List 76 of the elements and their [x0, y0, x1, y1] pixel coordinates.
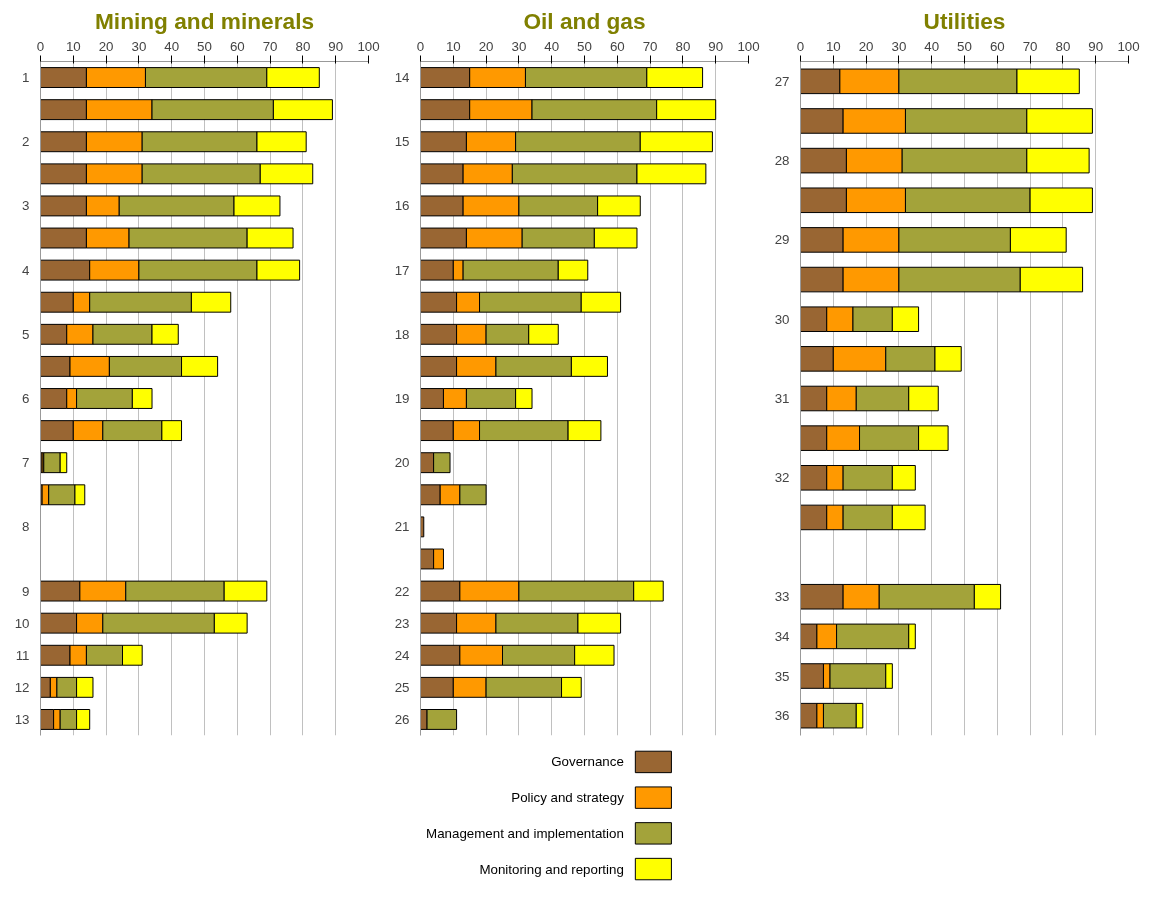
x-tick-label: 90	[708, 38, 724, 54]
x-tick-label: 20	[478, 38, 494, 54]
y-tick-label: 24	[394, 647, 411, 663]
x-tick-label: 50	[577, 38, 592, 54]
y-tick-label: 10	[14, 615, 30, 631]
x-tick-label: 60	[609, 38, 625, 54]
y-tick-label: 9	[22, 583, 30, 599]
y-tick-label: 33	[774, 589, 790, 605]
y-tick-label: 36	[774, 708, 790, 724]
y-tick-label: 16	[394, 198, 410, 214]
y-tick-label: 32	[774, 470, 790, 486]
y-tick-label: 17	[394, 262, 410, 278]
legend-label: Management and implementation	[426, 825, 624, 841]
y-tick-label: 26	[394, 711, 410, 727]
x-tick-label: 30	[891, 38, 907, 54]
x-tick-label: 30	[131, 38, 147, 54]
y-tick-label: 20	[394, 455, 410, 471]
x-tick-label: 50	[957, 38, 972, 54]
y-tick-label: 1	[22, 70, 30, 86]
y-tick-label: 22	[394, 583, 410, 599]
x-tick-label: 40	[544, 38, 560, 54]
legend-label: Monitoring and reporting	[479, 861, 624, 877]
x-tick-label: 20	[98, 38, 114, 54]
x-tick-label: 20	[858, 38, 874, 54]
x-tick-label: 80	[295, 38, 311, 54]
y-tick-label: 31	[774, 391, 790, 406]
x-tick-label: 80	[1055, 38, 1071, 54]
x-tick-label: 40	[924, 38, 940, 54]
y-tick-label: 3	[22, 198, 30, 214]
y-tick-label: 2	[22, 134, 30, 150]
x-tick-label: 70	[1022, 38, 1038, 54]
x-tick-label: 0	[416, 38, 425, 54]
x-tick-label: 10	[825, 38, 841, 54]
y-tick-label: 21	[394, 519, 410, 535]
x-tick-label: 100	[737, 38, 760, 54]
x-tick-label: 0	[36, 38, 45, 54]
y-tick-label: 11	[15, 647, 30, 663]
chart-title: Oil and gas	[523, 7, 646, 34]
y-tick-label: 6	[22, 391, 30, 406]
y-tick-label: 23	[394, 615, 410, 631]
y-tick-label: 19	[394, 391, 410, 406]
y-tick-label: 28	[774, 153, 790, 169]
y-tick-label: 27	[774, 73, 790, 89]
y-tick-label: 15	[394, 134, 410, 150]
x-tick-label: 40	[164, 38, 180, 54]
x-tick-label: 10	[445, 38, 461, 54]
y-tick-label: 8	[22, 519, 30, 535]
y-tick-label: 14	[394, 70, 411, 86]
y-tick-label: 25	[394, 679, 410, 695]
y-tick-label: 18	[394, 326, 410, 342]
y-tick-label: 7	[22, 455, 30, 471]
x-tick-label: 80	[675, 38, 691, 54]
x-tick-label: 100	[357, 38, 380, 54]
x-tick-label: 90	[1088, 38, 1104, 54]
x-tick-label: 10	[65, 38, 81, 54]
x-tick-label: 0	[796, 38, 805, 54]
x-tick-label: 60	[989, 38, 1005, 54]
x-tick-label: 100	[1117, 38, 1140, 54]
y-tick-label: 13	[14, 711, 30, 727]
x-tick-label: 30	[511, 38, 527, 54]
y-tick-label: 34	[774, 628, 791, 644]
legend-label: Policy and strategy	[511, 790, 625, 806]
y-tick-label: 30	[774, 311, 790, 327]
x-tick-label: 90	[328, 38, 344, 54]
x-tick-label: 50	[197, 38, 212, 54]
y-tick-label: 29	[774, 232, 790, 248]
chart-title: Utilities	[923, 7, 1006, 34]
x-tick-label: 70	[262, 38, 278, 54]
chart-title: Mining and minerals	[94, 7, 315, 34]
y-tick-label: 12	[14, 679, 30, 695]
x-tick-label: 60	[229, 38, 245, 54]
x-tick-label: 70	[642, 38, 658, 54]
y-tick-label: 35	[774, 668, 790, 684]
y-tick-label: 5	[22, 326, 30, 342]
y-tick-label: 4	[22, 262, 31, 278]
legend-label: Governance	[551, 754, 624, 770]
